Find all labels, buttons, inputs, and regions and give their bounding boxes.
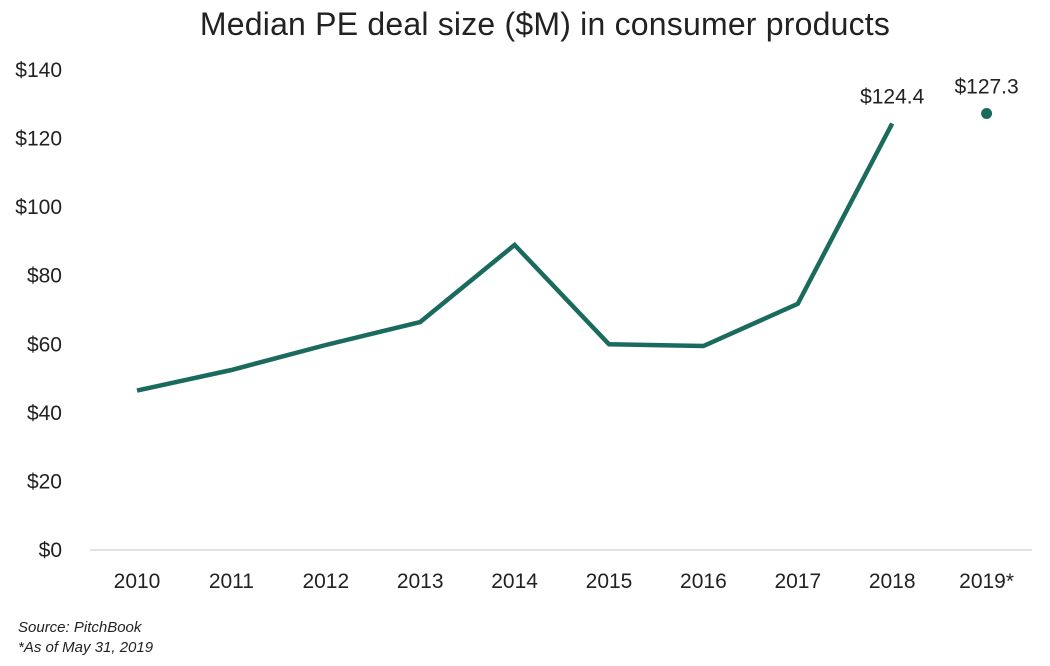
data-label: $124.4 xyxy=(860,85,925,108)
y-tick-label: $80 xyxy=(27,265,62,288)
x-tick-label: 2012 xyxy=(302,570,349,593)
x-tick-label: 2016 xyxy=(680,570,727,593)
y-tick-label: $20 xyxy=(27,470,62,493)
y-axis-labels: $0 $20 $40 $60 $80 $100 $120 $140 xyxy=(15,59,62,562)
series-points xyxy=(981,108,993,120)
series-line xyxy=(136,122,895,393)
x-axis-labels: 2010 2011 2012 2013 2014 2015 2016 2017 2018 2019… xyxy=(114,570,1014,593)
y-tick-label: $140 xyxy=(15,59,62,82)
x-tick-label: 2017 xyxy=(774,570,821,593)
data-point-2019 xyxy=(981,108,993,120)
source-note: Source: PitchBook xyxy=(18,619,142,636)
y-tick-label: $100 xyxy=(15,196,62,219)
data-label: $127.3 xyxy=(954,76,1018,99)
chart-title: Median PE deal size ($M) in consumer pro… xyxy=(199,6,891,42)
y-tick-label: $40 xyxy=(27,402,62,425)
data-labels: $124.4 $127.3 xyxy=(860,76,1019,109)
x-tick-label: 2019* xyxy=(959,570,1014,593)
x-tick-label: 2014 xyxy=(491,570,538,593)
as-of-note: *As of May 31, 2019 xyxy=(18,639,154,656)
x-tick-label: 2018 xyxy=(869,570,916,593)
x-tick-label: 2010 xyxy=(114,570,161,593)
y-tick-label: $60 xyxy=(27,333,62,356)
y-tick-label: $120 xyxy=(15,128,62,151)
x-tick-label: 2011 xyxy=(209,570,254,593)
x-tick-label: 2015 xyxy=(586,570,633,593)
x-tick-label: 2013 xyxy=(397,570,444,593)
y-tick-label: $0 xyxy=(39,539,62,562)
